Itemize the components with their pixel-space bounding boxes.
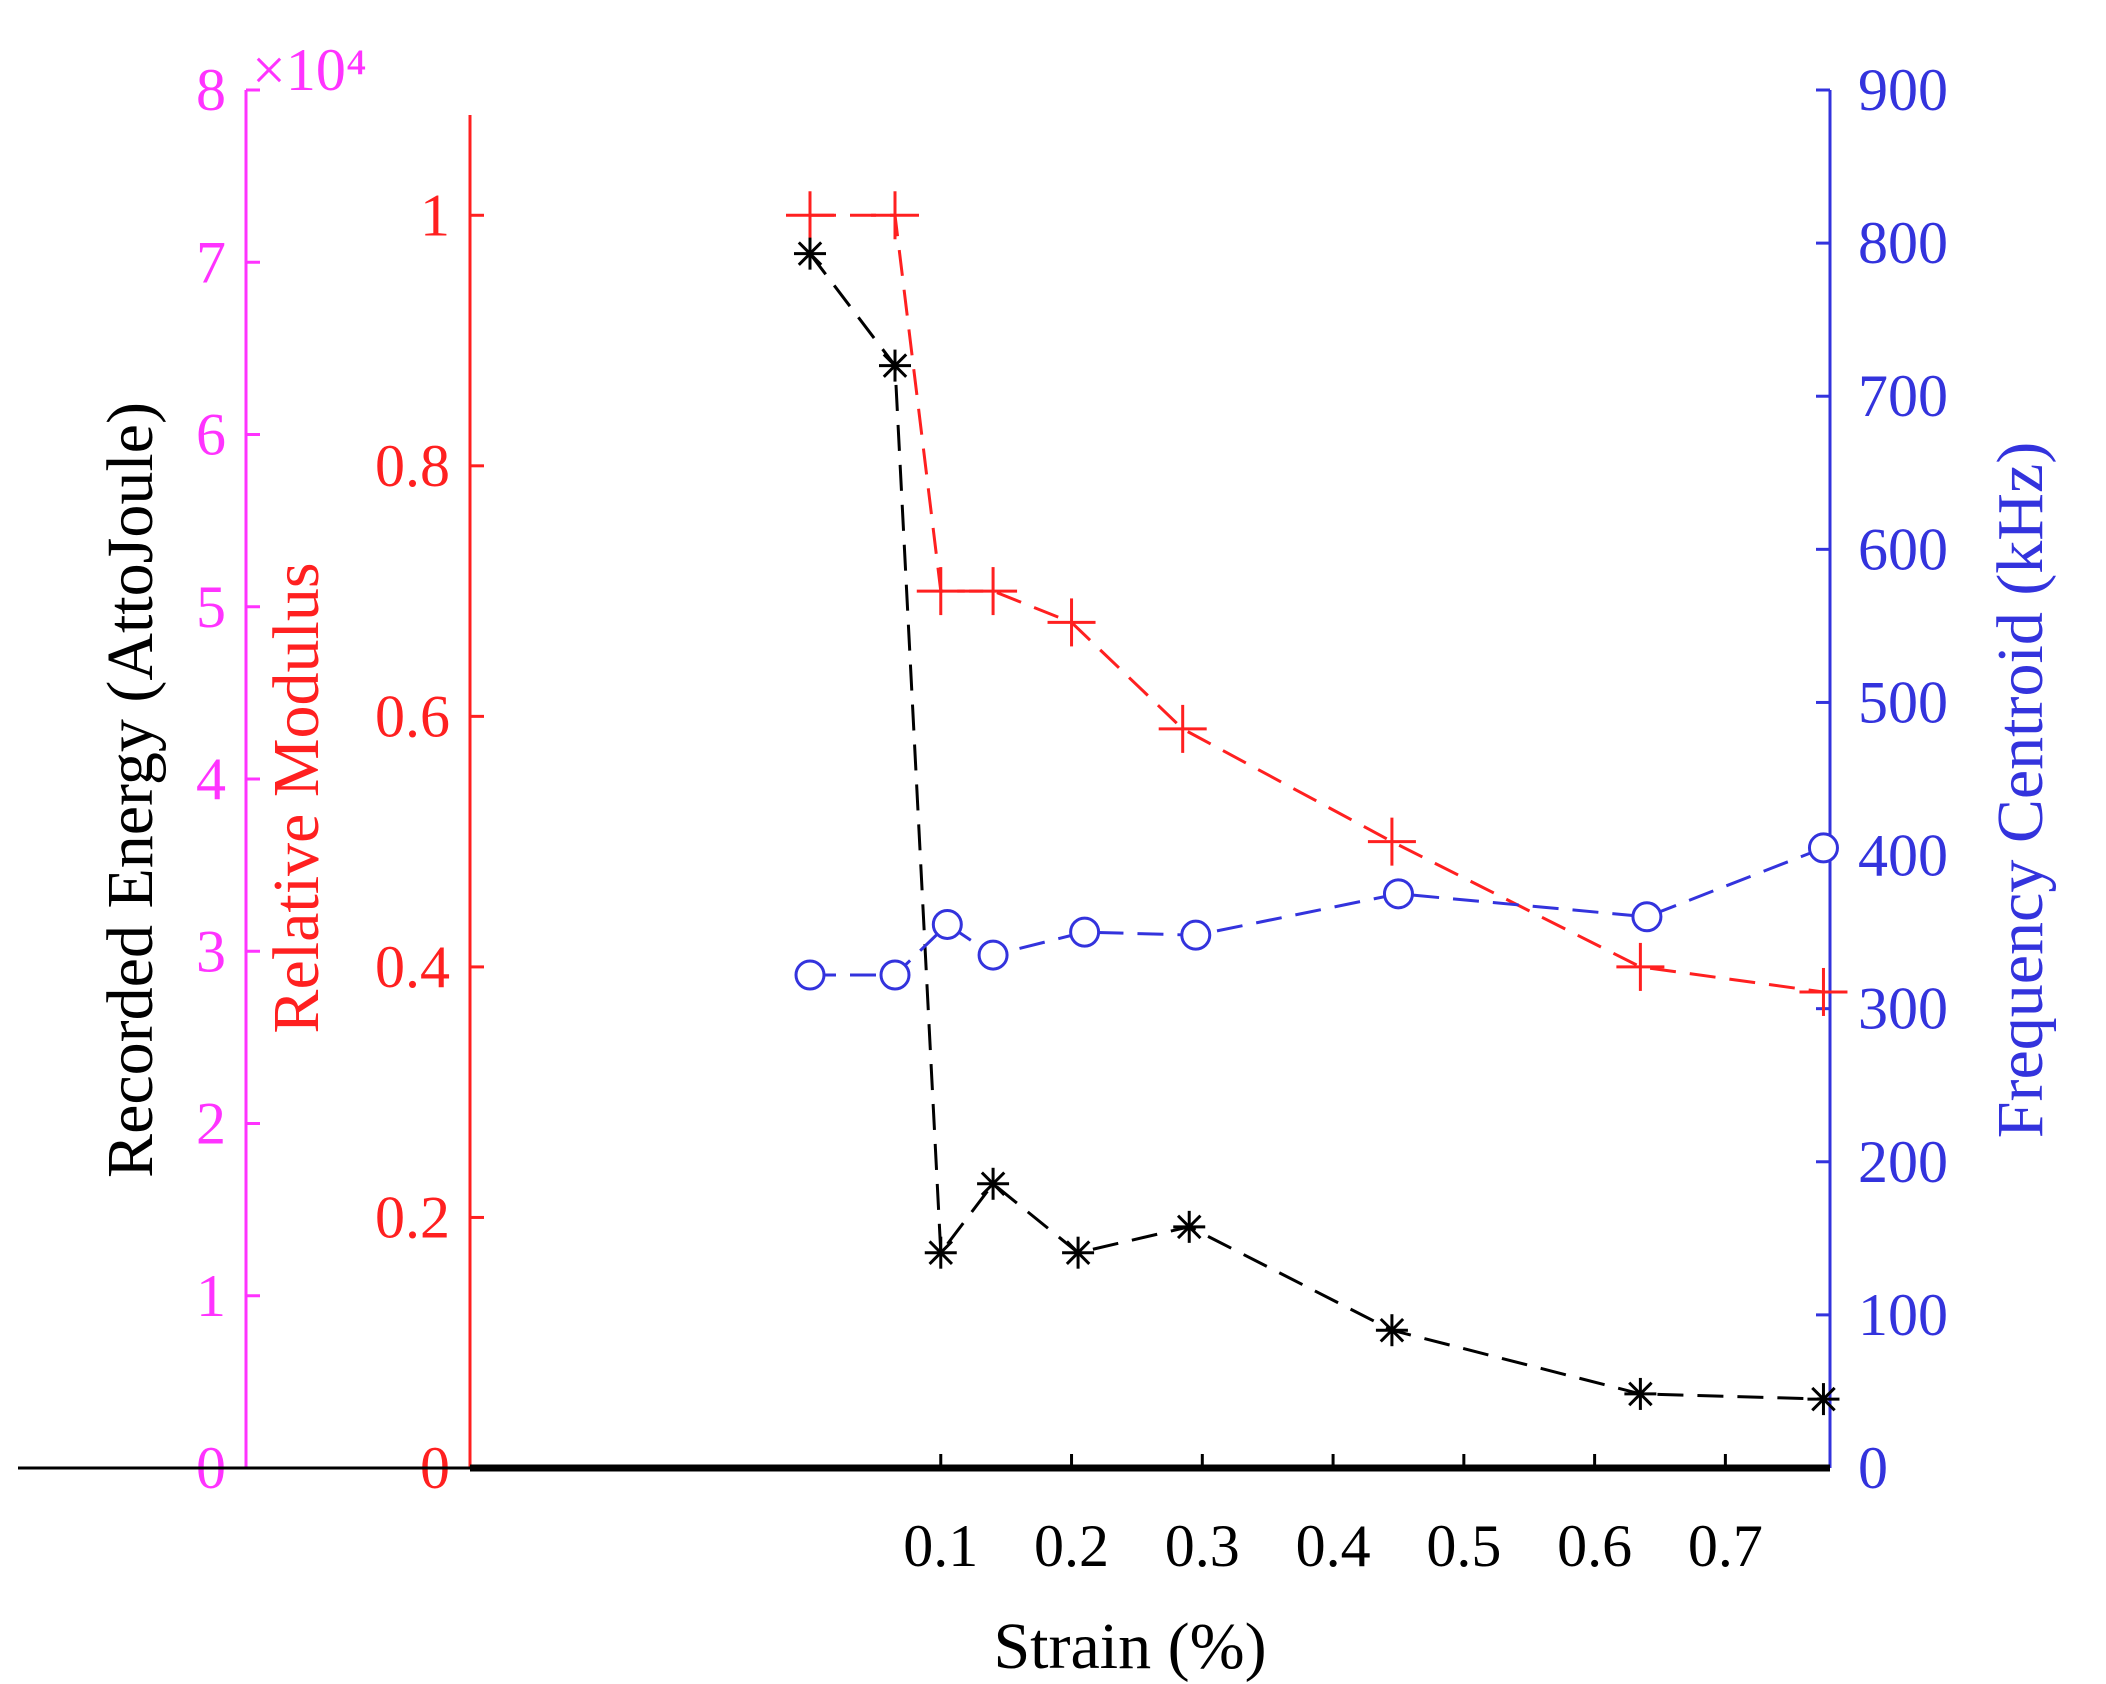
modulus-axis-tick-label: 1 [420,182,450,248]
series-relative-modulus [786,191,1848,1016]
recorded-energy-point [794,237,826,270]
frequency-axis-tick-label: 200 [1858,1129,1948,1195]
frequency-centroid-line [810,846,1825,977]
frequency-centroid-point [794,959,826,991]
x-axis-tick-label: 0.5 [1426,1513,1501,1579]
modulus-axis-tick-label: 0.8 [375,433,450,499]
energy-axis-tick-label: 3 [196,918,226,984]
circle-marker [1180,919,1212,951]
asterisk-marker-stroke [1065,1240,1091,1265]
circle-marker [977,939,1009,971]
recorded-energy-point [879,349,911,382]
relative-modulus-point [1616,942,1665,991]
energy-axis-tick-label: 5 [196,574,226,640]
circle-marker [879,959,911,991]
circle-marker [794,959,826,991]
energy-axis-label: Recorded Energy (AttoJoule) [94,402,167,1178]
series-frequency-centroid [794,832,1839,991]
frequency-centroid-point [931,908,963,940]
series-layer [786,191,1848,1416]
energy-axis-exponent-label: ×10⁴ [252,37,367,103]
modulus-axis-tick-label: 0.2 [375,1184,450,1250]
circle-marker [1631,901,1663,933]
x-axis-tick-label: 0.6 [1557,1513,1632,1579]
frequency-centroid-point [1382,878,1414,910]
circle-marker [1069,916,1101,948]
relative-modulus-point [871,191,919,240]
frequency-axis-tick-label: 0 [1858,1435,1888,1501]
x-axis-tick-label: 0.2 [1034,1513,1109,1579]
asterisk-marker-stroke [797,241,823,266]
modulus-axis-tick-label: 0.6 [375,683,450,749]
frequency-axis-tick-label: 100 [1858,1282,1948,1348]
relative-modulus-point [786,191,834,240]
asterisk-marker-stroke [980,1171,1006,1197]
frequency-axis-tick-label: 800 [1858,210,1948,276]
relative-modulus-point [916,567,965,616]
axes-layer: 01234567800.20.40.60.8101002003004005006… [18,57,1948,1579]
asterisk-marker-stroke [928,1240,954,1265]
frequency-axis-tick-label: 700 [1858,363,1948,429]
recorded-energy-point [1807,1383,1840,1416]
energy-axis-tick-label: 6 [196,402,226,468]
relative-modulus-point [1799,967,1848,1016]
recorded-energy-line [808,252,1824,1401]
frequency-centroid-point [1180,919,1212,951]
recorded-energy-point [1173,1210,1206,1243]
asterisk-marker-stroke [1628,1381,1653,1407]
circle-marker [1807,832,1839,864]
recorded-energy-point [977,1167,1010,1200]
series-recorded-energy [794,237,1840,1416]
x-axis-tick-label: 0.7 [1688,1513,1763,1579]
frequency-centroid-point [879,959,911,991]
asterisk-marker-stroke [1176,1214,1202,1240]
recorded-energy-point [1062,1236,1095,1269]
x-axis-tick-label: 0.3 [1165,1513,1240,1579]
relative-modulus-point [1367,817,1416,866]
circle-marker [931,908,963,940]
energy-axis-tick-label: 1 [196,1263,226,1329]
x-axis-label: Strain (%) [993,1610,1266,1683]
asterisk-marker-stroke [1811,1386,1836,1412]
relative-modulus-point [1047,598,1096,647]
energy-axis-tick-label: 4 [196,746,226,812]
circle-marker [1382,878,1414,910]
frequency-centroid-point [977,939,1009,971]
frequency-axis-label: Frequency Centroid (kHz) [1984,442,2057,1138]
frequency-centroid-point [1807,832,1839,864]
frequency-axis-tick-label: 300 [1858,976,1948,1042]
frequency-axis-tick-label: 400 [1858,823,1948,889]
frequency-axis-tick-label: 900 [1858,57,1948,123]
frequency-axis-tick-label: 600 [1858,516,1948,582]
relative-modulus-point [969,567,1018,616]
x-axis-tick-label: 0.4 [1296,1513,1371,1579]
relative-modulus-point [1158,704,1207,753]
energy-axis-tick-label: 2 [196,1091,226,1157]
frequency-axis-tick-label: 500 [1858,669,1948,735]
recorded-energy-point [924,1236,957,1269]
asterisk-marker-stroke [882,353,908,378]
x-axis-tick-label: 0.1 [903,1513,978,1579]
modulus-axis-tick-label: 0.4 [375,934,450,1000]
recorded-energy-point [1624,1377,1657,1410]
recorded-energy-point [1375,1314,1408,1347]
frequency-centroid-point [1631,901,1663,933]
energy-axis-tick-label: 8 [196,57,226,123]
modulus-axis-label: Relative Modulus [260,562,333,1033]
asterisk-marker-stroke [1379,1317,1405,1343]
frequency-centroid-point [1069,916,1101,948]
energy-axis-tick-label: 7 [196,229,226,295]
relative-modulus-line [810,213,1824,994]
